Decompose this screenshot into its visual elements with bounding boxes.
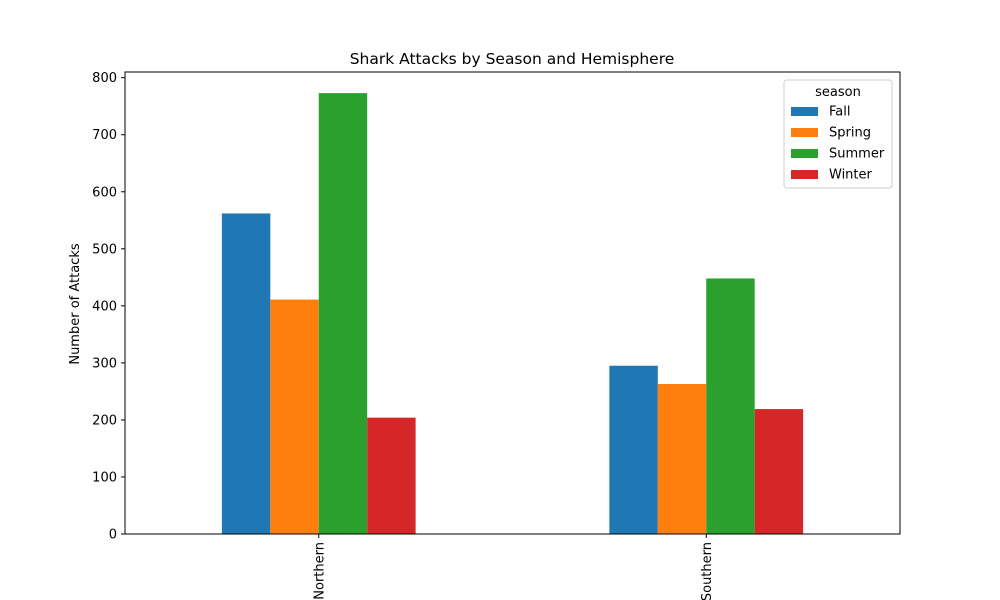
x-axis-ticks: Northern Southern	[312, 534, 715, 600]
y-tick-label: 0	[109, 528, 117, 543]
x-tick-label: Southern	[700, 542, 715, 600]
legend-title: season	[815, 85, 861, 100]
y-tick-label: 200	[92, 413, 117, 428]
bar-winter-southern	[754, 409, 804, 534]
bar-winter-northern	[367, 417, 416, 534]
legend-label-fall: Fall	[829, 105, 850, 120]
legend-swatch-fall	[791, 107, 818, 116]
legend: season Fall Spring Summer Winter	[783, 79, 893, 189]
legend-swatch-winter	[791, 170, 818, 179]
legend-label-summer: Summer	[829, 147, 885, 162]
y-tick-label: 500	[92, 242, 117, 257]
y-tick-label: 700	[92, 128, 117, 143]
bars	[221, 93, 804, 535]
bar-summer-southern	[706, 278, 755, 534]
bar-fall-northern	[221, 213, 271, 535]
legend-items: Fall Spring Summer Winter	[791, 105, 885, 183]
bar-summer-northern	[318, 93, 368, 535]
legend-swatch-summer	[791, 149, 818, 158]
legend-label-winter: Winter	[829, 168, 873, 183]
plot-frame	[124, 71, 901, 535]
y-axis-label: Number of Attacks	[68, 243, 83, 365]
bar-spring-northern	[270, 299, 319, 534]
bar-spring-southern	[657, 383, 707, 534]
y-tick-label: 300	[92, 356, 117, 371]
chart-title: Shark Attacks by Season and Hemisphere	[350, 50, 675, 68]
bar-fall-southern	[609, 365, 658, 534]
y-tick-label: 100	[92, 470, 117, 485]
y-tick-label: 800	[92, 71, 117, 86]
x-tick-label: Northern	[312, 542, 327, 600]
y-axis-ticks: 0 100 200 300 400 500 600 700 800	[92, 71, 125, 543]
y-tick-label: 400	[92, 299, 117, 314]
y-tick-label: 600	[92, 185, 117, 200]
legend-swatch-spring	[791, 128, 818, 137]
legend-label-spring: Spring	[829, 126, 871, 141]
